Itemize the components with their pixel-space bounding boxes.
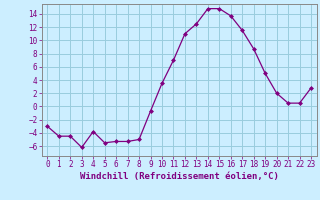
X-axis label: Windchill (Refroidissement éolien,°C): Windchill (Refroidissement éolien,°C): [80, 172, 279, 181]
